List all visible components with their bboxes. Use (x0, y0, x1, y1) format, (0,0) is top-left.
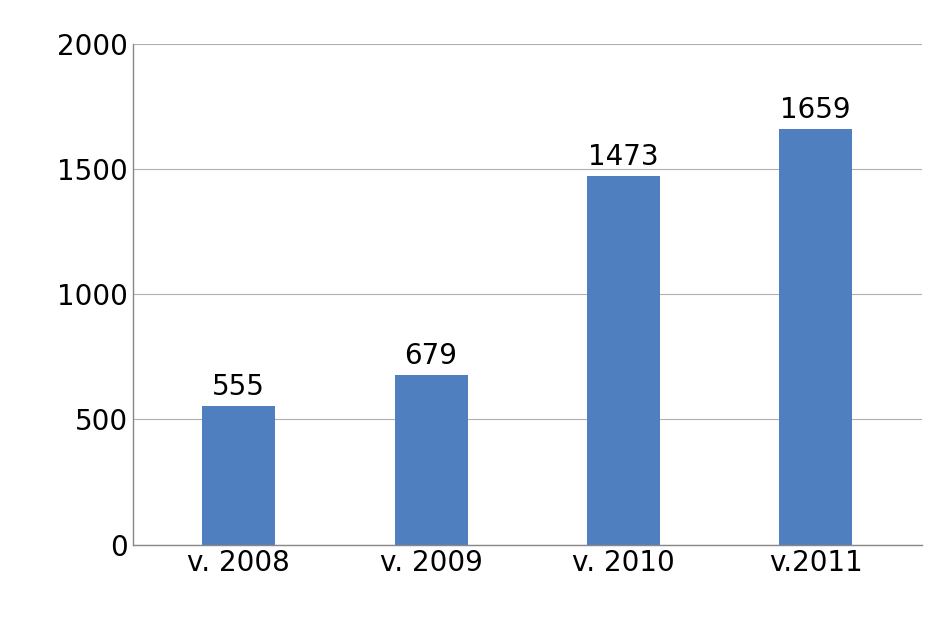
Bar (394, 374, 467, 545)
Bar (779, 129, 852, 545)
Bar (587, 176, 660, 545)
Bar (202, 406, 276, 545)
Text: 1659: 1659 (780, 96, 851, 124)
Text: 679: 679 (405, 342, 458, 369)
Text: 555: 555 (213, 372, 265, 401)
Text: 1473: 1473 (588, 143, 658, 171)
